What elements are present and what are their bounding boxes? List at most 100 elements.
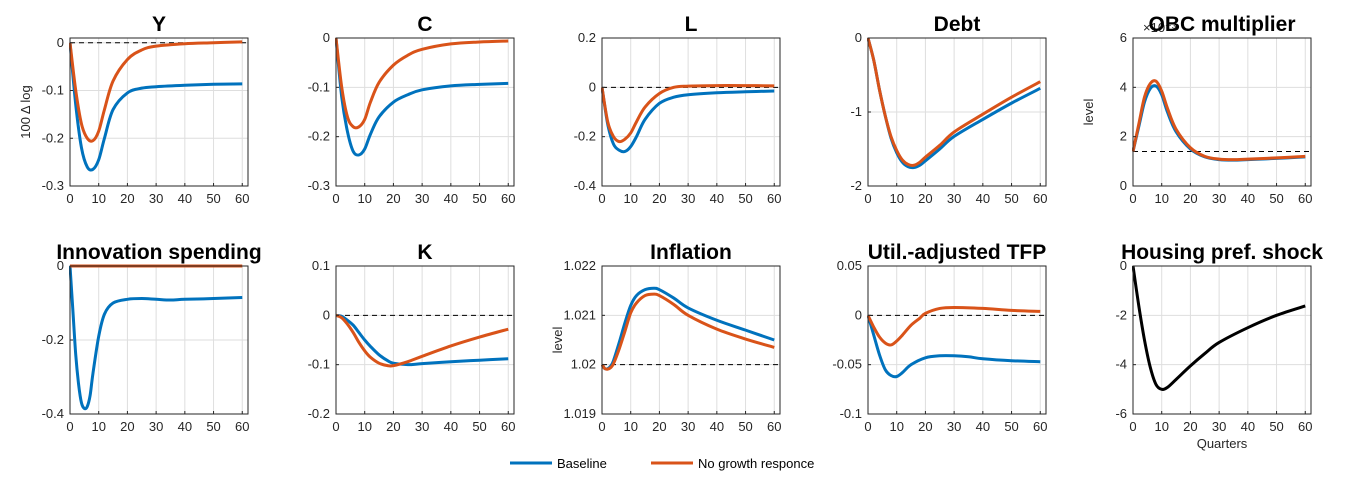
x-tick-label: 60 [1298,419,1312,434]
x-tick-label: 50 [472,419,486,434]
y-tick-label: -6 [1115,406,1127,421]
x-tick-label: 20 [120,419,134,434]
x-tick-label: 30 [681,191,695,206]
x-tick-label: 40 [1241,419,1255,434]
x-tick-label: 50 [206,191,220,206]
legend: Baseline No growth responce [502,450,843,474]
subplot-title: K [417,241,432,264]
subplot-title: Inflation [650,241,732,264]
subplot-title: L [685,13,698,36]
y-tick-label: -0.2 [42,332,64,347]
series-no-growth-responce [867,37,1041,167]
y-tick-label: 2 [1120,129,1127,144]
x-tick-label: 0 [66,419,73,434]
x-tick-label: 40 [1241,191,1255,206]
series-no-growth-responce [867,305,1041,347]
y-tick-label: -0.4 [42,406,64,421]
y-tick-label: 0 [323,307,330,322]
x-tick-label: 10 [91,191,105,206]
x-tick-label: 40 [976,419,990,434]
x-tick-label: 30 [415,191,429,206]
y-tick-label: -0.1 [42,83,64,98]
y-tick-label: 0 [589,79,596,94]
y-tick-label: 0 [1120,178,1127,193]
x-tick-label: 0 [66,191,73,206]
x-tick-label: 20 [918,419,932,434]
legend-label-no-growth: No growth responce [698,456,814,471]
y-tick-label: 0 [323,30,330,45]
series-baseline [601,87,775,154]
x-tick-label: 60 [767,419,781,434]
x-tick-label: 20 [652,419,666,434]
subplot-8: 0 10 20 30 40 50 60 1.019 1.02 1.021 1.022 Inflatio… [550,241,781,434]
x-tick-label: 20 [386,419,400,434]
y-tick-label: 0 [855,307,862,322]
y-tick-label: -4 [1115,357,1127,372]
x-tick-label: 0 [1129,419,1136,434]
x-tick-label: 10 [623,419,637,434]
y-tick-label: 0 [1120,258,1127,273]
x-tick-label: 20 [386,191,400,206]
x-tick-label: 30 [947,419,961,434]
x-tick-label: 20 [120,191,134,206]
x-tick-label: 10 [889,191,903,206]
plot-area [602,38,780,186]
series-baseline [867,314,1041,379]
y-exponent-label: ×10⁻³ [1143,20,1177,35]
y-tick-label: 1.021 [563,307,596,322]
x-tick-label: 0 [864,191,871,206]
series-no-growth-responce [1132,79,1306,162]
x-tick-label: 0 [598,191,605,206]
x-tick-label: 40 [444,191,458,206]
y-tick-label: 4 [1120,79,1127,94]
x-tick-label: 10 [357,191,371,206]
y-tick-label: -0.1 [308,357,330,372]
subplot-title: OBC multiplier [1148,13,1295,36]
x-tick-label: 30 [1212,419,1226,434]
series-line [1132,265,1306,391]
axes-box [601,37,781,187]
subplot-title: Y [152,13,166,36]
x-tick-label: 30 [681,419,695,434]
x-tick-label: 50 [738,419,752,434]
series-no-growth-responce [335,37,509,130]
y-axis-label: level [1081,99,1096,126]
x-tick-label: 60 [501,191,515,206]
x-tick-label: 20 [1183,191,1197,206]
subplot-2: 0 10 20 30 40 50 60 -0.3 -0.2 -0.1 0 C [308,13,516,206]
subplot-title: Util.-adjusted TFP [868,241,1047,264]
plot-area [868,266,1046,414]
subplot-1: 0 10 20 30 40 50 60 -0.3 -0.2 -0.1 0 Y 100 Δ log [18,13,249,206]
y-tick-label: 1.019 [563,406,596,421]
x-tick-label: 30 [149,191,163,206]
x-tick-label: 60 [1298,191,1312,206]
x-tick-label: 10 [623,191,637,206]
x-tick-label: 10 [91,419,105,434]
x-axis-label: Quarters [1197,436,1248,451]
x-tick-label: 0 [332,191,339,206]
x-tick-label: 50 [1004,191,1018,206]
series-no-growth-responce [69,40,243,143]
x-tick-label: 40 [178,419,192,434]
y-tick-label: -0.1 [840,406,862,421]
axes-box [335,265,515,415]
x-tick-label: 50 [738,191,752,206]
axes-box [335,37,515,187]
series-baseline [69,42,243,172]
subplot-title: Debt [934,13,981,36]
x-tick-label: 50 [206,419,220,434]
y-tick-label: -2 [1115,307,1127,322]
x-tick-label: 10 [1154,419,1168,434]
subplot-title: Housing pref. shock [1121,241,1323,264]
x-tick-label: 60 [235,419,249,434]
x-tick-label: 20 [918,191,932,206]
y-tick-label: -2 [850,178,862,193]
axes-box [1132,37,1312,187]
y-tick-label: -0.2 [42,130,64,145]
y-tick-label: -0.2 [308,129,330,144]
subplot-3: 0 10 20 30 40 50 60 -0.4 -0.2 0 0.2 L [574,13,782,206]
